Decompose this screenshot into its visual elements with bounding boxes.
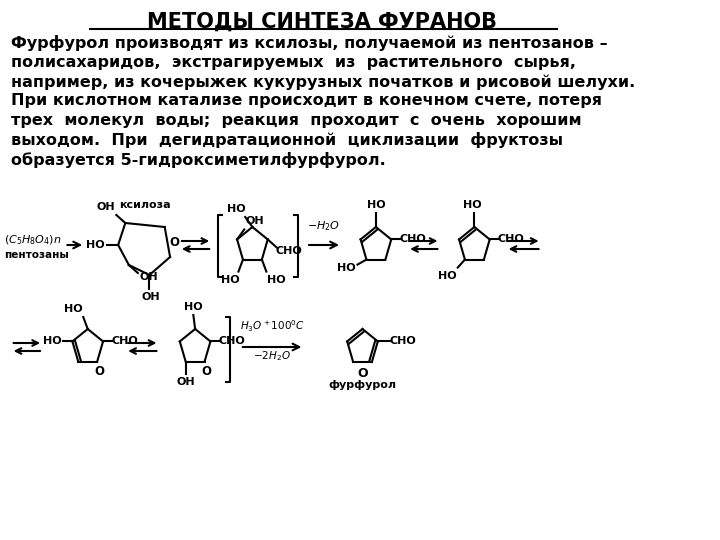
Text: HO: HO [267,274,286,285]
Text: CHO: CHO [400,234,426,245]
Text: CHO: CHO [276,246,302,256]
Text: CHO: CHO [111,336,138,347]
Text: HO: HO [184,302,202,312]
Text: CHO: CHO [390,336,416,347]
Text: HO: HO [43,336,62,347]
Text: ксилоза: ксилоза [120,200,171,210]
Text: При кислотном катализе происходит в конечном счете, потеря: При кислотном катализе происходит в коне… [11,93,602,109]
Text: HO: HO [64,304,83,314]
Text: HO: HO [463,200,482,210]
Text: O: O [357,367,368,380]
Text: HO: HO [227,204,246,214]
Text: $- 2H_2O$: $- 2H_2O$ [253,349,291,363]
Text: OH: OH [139,272,158,282]
Text: фурфурол: фурфурол [328,380,397,390]
Text: выходом.  При  дегидратационной  циклизации  фруктозы: выходом. При дегидратационной циклизации… [11,132,563,149]
Text: OH: OH [246,217,264,226]
Text: $- H_2O$: $- H_2O$ [307,219,341,233]
Text: CHO: CHO [219,336,246,347]
Text: Фурфурол производят из ксилозы, получаемой из пентозанов –: Фурфурол производят из ксилозы, получаем… [11,35,608,51]
Text: трех  молекул  воды;  реакция  проходит  с  очень  хорошим: трех молекул воды; реакция проходит с оч… [11,113,581,128]
Text: HO: HO [366,200,385,210]
Text: образуется 5-гидроксиметилфурфурол.: образуется 5-гидроксиметилфурфурол. [11,152,385,168]
Text: OH: OH [142,292,161,302]
Text: пентозаны: пентозаны [4,250,69,260]
Text: полисахаридов,  экстрагируемых  из  растительного  сырья,: полисахаридов, экстрагируемых из растите… [11,55,576,70]
Text: HO: HO [338,262,356,273]
Text: O: O [202,364,212,377]
Text: HO: HO [221,274,240,285]
Text: например, из кочерыжек кукурузных початков и рисовой шелухи.: например, из кочерыжек кукурузных початк… [11,74,635,90]
Text: OH: OH [96,202,115,212]
Text: HO: HO [438,271,456,281]
Text: МЕТОДЫ СИНТЕЗА ФУРАНОВ: МЕТОДЫ СИНТЕЗА ФУРАНОВ [147,12,498,32]
Text: $(C_5H_8O_4)n$: $(C_5H_8O_4)n$ [4,233,62,247]
Text: CHO: CHO [498,234,525,245]
Text: OH: OH [176,376,195,387]
Text: HO: HO [86,240,104,250]
Text: O: O [169,235,179,248]
Text: O: O [94,364,104,377]
Text: $H_3O^+ 100^0C$: $H_3O^+ 100^0C$ [240,319,305,334]
